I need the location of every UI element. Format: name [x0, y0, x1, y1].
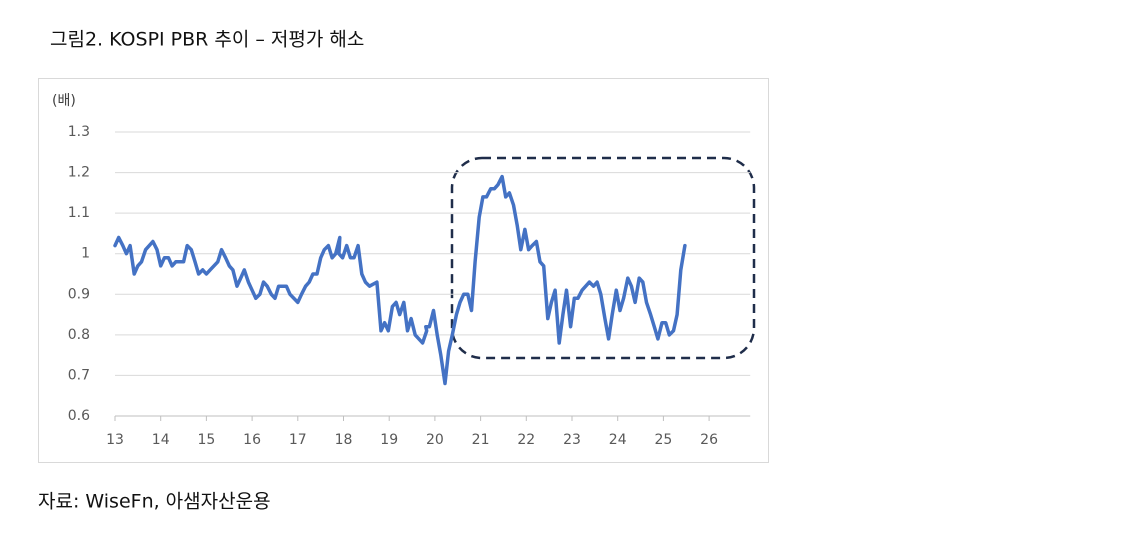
y-tick-label: 0.6 [68, 408, 90, 424]
x-tick-label: 24 [609, 432, 627, 448]
x-tick-label: 22 [517, 432, 535, 448]
y-tick-label: 1.2 [68, 165, 90, 181]
y-tick-label: 0.7 [68, 367, 90, 383]
y-tick-label: 1 [81, 246, 90, 262]
x-tick-label: 13 [106, 432, 124, 448]
x-tick-label: 25 [654, 432, 672, 448]
y-tick-label: 0.8 [68, 327, 90, 343]
data-line [113, 174, 687, 386]
y-tick-label: 1.3 [68, 124, 90, 140]
x-tick-label: 14 [152, 432, 170, 448]
highlight-box [450, 156, 756, 360]
x-tick-label: 16 [243, 432, 261, 448]
y-tick-label: 0.9 [68, 286, 90, 302]
source-note: 자료: WiseFn, 아샘자산운용 [38, 491, 271, 513]
x-tick-label: 20 [426, 432, 444, 448]
x-tick-label: 15 [197, 432, 215, 448]
x-tick-label: 17 [289, 432, 307, 448]
chart-frame [38, 78, 769, 463]
x-tick-label: 21 [472, 432, 490, 448]
y-axis-label: (배) [52, 93, 76, 109]
chart-title: 그림2. KOSPI PBR 추이 – 저평가 해소 [50, 29, 364, 51]
x-tick-label: 23 [563, 432, 581, 448]
x-tick-label: 18 [335, 432, 353, 448]
y-tick-label: 1.1 [68, 205, 90, 221]
x-tick-label: 19 [380, 432, 398, 448]
x-tick-label: 26 [700, 432, 718, 448]
